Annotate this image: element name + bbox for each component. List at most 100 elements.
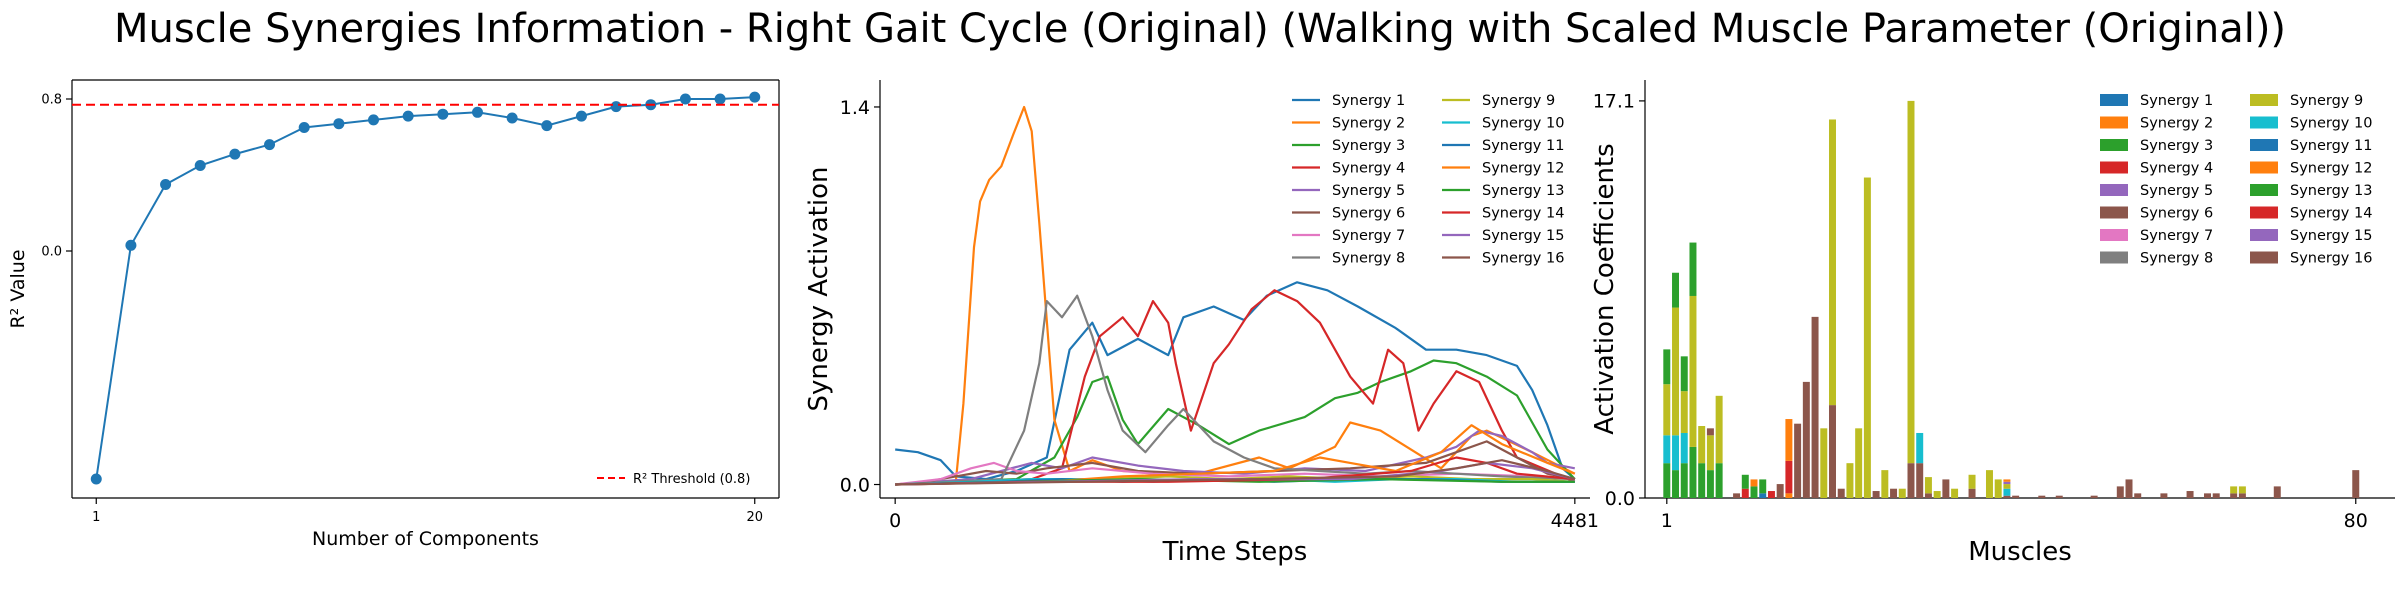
bar-muscle-40-synergy-15 <box>2003 481 2011 485</box>
r2-point <box>368 114 380 126</box>
bar-muscle-34-synergy-9 <box>1951 488 1959 498</box>
r2-point <box>402 110 414 122</box>
bar-muscle-29-synergy-9 <box>1907 100 1915 464</box>
bar-muscle-32-synergy-9 <box>1933 491 1941 498</box>
legend-swatch <box>2100 94 2128 106</box>
r2-point <box>229 148 241 160</box>
synergy-16-line <box>895 459 1576 486</box>
legend-label: Synergy 16 <box>2290 251 2372 267</box>
legend-label: Synergy 2 <box>2140 116 2213 132</box>
r2-panel: 1 20 0.0 0.8 Number of Components R² Value R² … <box>7 79 780 550</box>
bar-muscle-58-synergy-16 <box>2160 493 2168 498</box>
bar-muscle-5-synergy-3 <box>1698 463 1706 498</box>
bar-muscle-40-synergy-10 <box>2003 488 2011 496</box>
r2-point <box>471 106 483 118</box>
synergy-8-line <box>895 294 1575 486</box>
bar-muscle-23-synergy-9 <box>1855 428 1863 498</box>
bar-muscle-10-synergy-4 <box>1741 488 1749 498</box>
r2-point <box>90 473 102 485</box>
legend-label: Synergy 8 <box>1332 251 1405 267</box>
legend-label: Synergy 2 <box>1332 116 1405 132</box>
bar-muscle-19-synergy-9 <box>1820 428 1828 498</box>
synergy-4-line <box>895 289 1576 486</box>
legend-label: Synergy 5 <box>1332 183 1405 199</box>
legend-label: Synergy 11 <box>2290 138 2372 154</box>
bar-muscle-54-synergy-16 <box>2125 479 2133 498</box>
legend-swatch <box>2100 161 2128 174</box>
bar-muscle-44-synergy-16 <box>2038 495 2046 498</box>
x-axis-label: Time Steps <box>1162 537 1308 567</box>
bar-muscle-40-synergy-2 <box>2003 479 2011 482</box>
r2-point <box>506 112 518 124</box>
bar-muscle-5-synergy-9 <box>1698 426 1706 464</box>
x-axis-label: Muscles <box>1968 537 2072 567</box>
legend-label: Synergy 14 <box>2290 206 2372 222</box>
bar-muscle-30-synergy-16 <box>1916 463 1924 498</box>
bar-muscle-3-synergy-3 <box>1680 356 1688 392</box>
coefficients-legend: Synergy 1 Synergy 2 Synergy 3 Synergy 4 Syne… <box>2100 93 2372 267</box>
bar-muscle-61-synergy-16 <box>2186 491 2194 498</box>
legend-label: Synergy 3 <box>1332 138 1405 154</box>
r2-point <box>194 160 206 171</box>
r2-point <box>437 108 449 120</box>
bar-muscle-18-synergy-16 <box>1811 316 1819 498</box>
bar-muscle-38-synergy-9 <box>1985 470 1993 498</box>
activation-panel: 0 4481 0.0 1.4 Time Steps Synergy Activation S… <box>804 80 1599 567</box>
x-tick-label: 4481 <box>1551 510 1599 532</box>
legend-label: Synergy 5 <box>2140 183 2213 199</box>
legend-label: Synergy 10 <box>2290 116 2372 132</box>
r2-point <box>575 110 587 122</box>
bar-muscle-24-synergy-9 <box>1863 177 1871 498</box>
bar-muscle-55-synergy-16 <box>2134 493 2142 498</box>
legend-label: Synergy 6 <box>1332 206 1405 222</box>
legend-label: Synergy 15 <box>2290 228 2372 244</box>
bar-muscle-12-synergy-1 <box>1759 493 1767 498</box>
bar-muscle-4-synergy-3 <box>1689 242 1697 296</box>
bar-muscle-20-synergy-9 <box>1829 119 1836 406</box>
x-tick-label: 80 <box>2344 510 2368 532</box>
legend-label: Synergy 15 <box>1482 228 1564 244</box>
y-axis-label: R² Value <box>7 249 29 328</box>
r2-point <box>160 179 172 190</box>
bar-muscle-16-synergy-16 <box>1794 423 1802 498</box>
legend-label: Synergy 7 <box>1332 228 1405 244</box>
bar-muscle-6-synergy-16 <box>1706 428 1714 436</box>
legend-label: Synergy 10 <box>1482 116 1564 132</box>
legend-label: Synergy 16 <box>1482 251 1564 267</box>
legend-swatch <box>2250 184 2278 196</box>
legend-label: Synergy 4 <box>1332 161 1405 177</box>
bar-muscle-17-synergy-16 <box>1802 381 1810 498</box>
y-axis-label: Activation Coefficients <box>1590 143 1620 434</box>
bar-muscle-6-synergy-9 <box>1706 435 1714 471</box>
bar-muscle-12-synergy-3 <box>1759 479 1767 494</box>
y-tick-label: 0.0 <box>1605 488 1635 510</box>
r2-point <box>714 93 726 105</box>
bar-muscle-3-synergy-9 <box>1680 391 1688 433</box>
bar-muscle-11-synergy-2 <box>1750 479 1758 487</box>
r2-point <box>610 101 622 113</box>
bar-muscle-71-synergy-16 <box>2273 486 2281 498</box>
bar-muscle-25-synergy-16 <box>1872 491 1880 498</box>
bar-muscle-2-synergy-9 <box>1672 307 1680 436</box>
synergy-7-line <box>895 461 1575 486</box>
y-tick-label: 1.4 <box>840 97 870 119</box>
legend-label: Synergy 6 <box>2140 206 2213 222</box>
y-tick-label: 0.0 <box>41 245 62 260</box>
legend-swatch <box>2250 229 2278 241</box>
bar-muscle-2-synergy-3 <box>1672 272 1680 308</box>
bar-muscle-4-synergy-9 <box>1689 295 1697 447</box>
legend-swatch <box>2250 94 2278 106</box>
bar-muscle-31-synergy-9 <box>1924 477 1932 494</box>
bar-muscle-29-synergy-16 <box>1907 463 1915 498</box>
bar-muscle-3-synergy-3 <box>1680 463 1688 498</box>
bar-muscle-15-synergy-2 <box>1785 419 1793 461</box>
threshold-legend-label: R² Threshold (0.8) <box>633 472 750 487</box>
x-tick-label: 1 <box>1661 510 1673 532</box>
y-tick-label: 0.8 <box>41 93 62 108</box>
x-tick-label: 0 <box>889 510 901 532</box>
bar-muscle-7-synergy-9 <box>1715 395 1723 464</box>
bar-muscle-13-synergy-4 <box>1767 491 1775 498</box>
x-tick-label: 1 <box>92 510 100 525</box>
legend-label: Synergy 9 <box>2290 93 2363 109</box>
